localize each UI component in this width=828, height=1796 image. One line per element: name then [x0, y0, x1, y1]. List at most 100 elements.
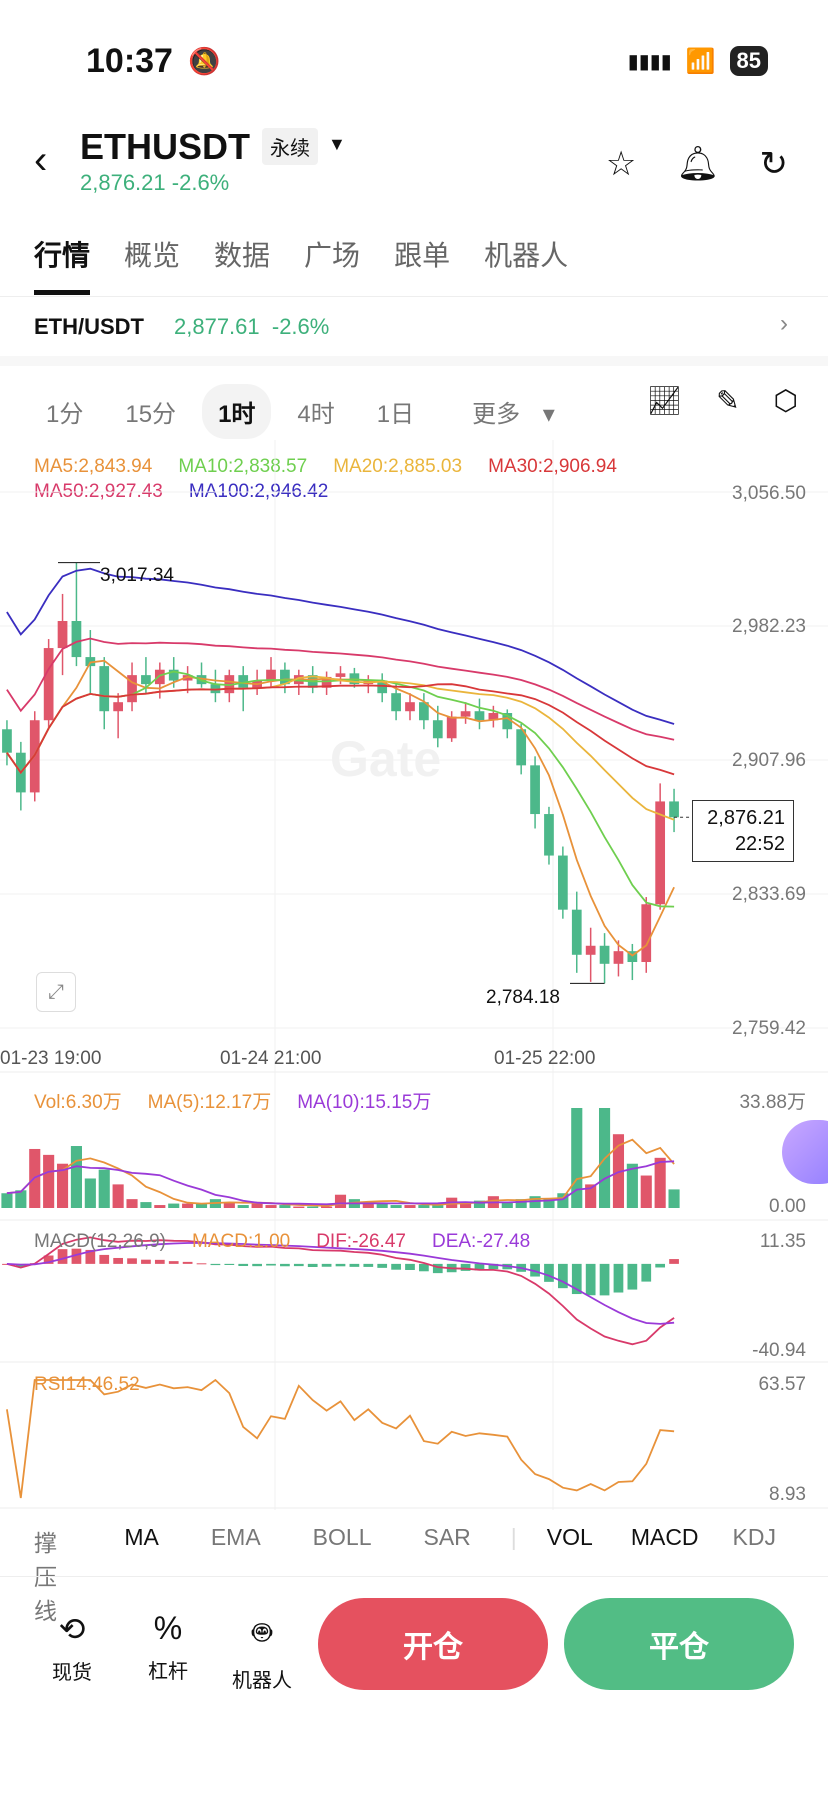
back-icon[interactable]: ‹: [34, 138, 48, 182]
price-change: -2.6%: [171, 170, 230, 195]
macd-histogram-bar: [405, 1263, 415, 1270]
volume-bar: [418, 1205, 430, 1208]
symbol-title[interactable]: ETHUSDT: [80, 126, 250, 167]
header-price: 2,876.21 -2.6%: [80, 170, 229, 196]
interval-1d[interactable]: 1日: [376, 401, 415, 428]
divider: [0, 1576, 828, 1577]
interval-15m[interactable]: 15分: [125, 401, 177, 428]
ind-kdj[interactable]: KDJ: [732, 1524, 776, 1550]
leverage-button[interactable]: % 杠杆: [128, 1610, 208, 1684]
ind-vol[interactable]: VOL: [546, 1524, 593, 1550]
candle-body: [57, 621, 68, 649]
tab-data[interactable]: 数据: [214, 240, 271, 271]
spot-button[interactable]: ⟲ 现货: [32, 1610, 112, 1685]
price-axis-label: 3,056.50: [732, 483, 806, 504]
interval-1m[interactable]: 1分: [46, 401, 84, 428]
volume-bar: [432, 1205, 444, 1208]
interval-1h[interactable]: 1时: [202, 384, 272, 439]
ma100-line: [6, 567, 675, 725]
wifi-icon: 📶: [685, 47, 716, 75]
macd-histogram-bar: [530, 1263, 540, 1277]
divider: [0, 296, 828, 297]
tab-overview[interactable]: 概览: [124, 240, 181, 271]
macd-legend: MACD(12,26,9) MACD:1.00 DIF:-26.47 DEA:-27.…: [34, 1231, 530, 1253]
candle-body: [571, 909, 582, 955]
macd-histogram-bar: [210, 1263, 221, 1266]
battery-icon: 85: [729, 46, 768, 76]
bell-icon[interactable]: 🔔︎: [676, 145, 720, 183]
volume-bar: [56, 1163, 69, 1208]
spot-pair[interactable]: ETH/USDT: [34, 314, 144, 339]
macd-histogram-bar: [154, 1259, 165, 1264]
candle-body: [2, 729, 12, 753]
candle-body: [391, 693, 401, 712]
macd-histogram-bar: [627, 1263, 638, 1290]
time-axis-label: 01-23 19:00: [0, 1048, 102, 1069]
macd-histogram-bar: [655, 1263, 666, 1268]
interval-more[interactable]: 更多 ▾: [440, 384, 571, 439]
tab-market[interactable]: 行情: [34, 234, 91, 295]
macd-histogram-bar: [391, 1263, 401, 1270]
ind-macd[interactable]: MACD: [630, 1524, 699, 1550]
legend-item: DEA:-27.48: [431, 1231, 531, 1252]
close-position-button[interactable]: 平仓: [564, 1598, 794, 1690]
current-price-box: 2,876.21 22:52: [692, 800, 794, 862]
macd-histogram-bar: [571, 1263, 582, 1295]
macd-histogram-bar: [238, 1263, 249, 1267]
rsi-axis-max: 63.57: [758, 1374, 806, 1395]
open-position-button[interactable]: 开仓: [318, 1598, 548, 1690]
legend-item: DIF:-26.47: [316, 1231, 406, 1252]
candle-body: [432, 720, 443, 739]
candle-body: [558, 855, 568, 910]
ind-ema[interactable]: EMA: [210, 1524, 261, 1550]
rsi-legend: RSI14:46.52: [34, 1374, 140, 1395]
more-label: 更多: [472, 401, 521, 428]
macd-histogram-bar: [377, 1263, 388, 1268]
settings-hex-icon[interactable]: ⬡: [773, 385, 798, 416]
bot-button[interactable]: 🤖︎ 机器人: [222, 1610, 302, 1693]
draw-pen-icon[interactable]: ✎: [716, 385, 740, 416]
candle-body: [502, 713, 513, 730]
legend-item: MA5:2,843.94: [34, 456, 153, 477]
ind-ma[interactable]: MA: [124, 1524, 159, 1550]
volume-bar: [473, 1200, 486, 1208]
ind-boll[interactable]: BOLL: [312, 1524, 372, 1550]
kline-chart[interactable]: [0, 440, 828, 1510]
time-axis-label: 01-25 22:00: [494, 1048, 596, 1069]
rsi-axis-min: 8.93: [769, 1484, 806, 1505]
volume-bar: [307, 1206, 319, 1208]
volume-bar: [154, 1205, 166, 1208]
interval-4h[interactable]: 4时: [297, 401, 335, 428]
ind-sar[interactable]: SAR: [423, 1524, 471, 1550]
macd-histogram-bar: [168, 1261, 179, 1264]
spot-label: 现货: [52, 1662, 92, 1684]
share-icon[interactable]: ↻: [759, 145, 789, 183]
macd-histogram-bar: [488, 1263, 499, 1270]
candle-body: [168, 669, 179, 681]
macd-histogram-bar: [349, 1263, 360, 1267]
expand-icon[interactable]: ⤢: [36, 972, 76, 1012]
tab-copy[interactable]: 跟单: [394, 240, 451, 271]
assistant-bubble[interactable]: [782, 1120, 828, 1184]
status-time: 10:37: [86, 42, 173, 80]
macd-histogram-bar: [99, 1254, 110, 1264]
macd-histogram-bar: [71, 1248, 82, 1264]
ind-support[interactable]: 撑压线: [34, 1530, 57, 1624]
volume-bar: [126, 1199, 138, 1208]
macd-histogram-bar: [419, 1263, 429, 1272]
volume-bar: [223, 1202, 235, 1208]
legend-item: MACD:1.00: [192, 1231, 291, 1252]
star-icon[interactable]: ☆: [605, 145, 637, 183]
chevron-right-icon[interactable]: ›: [780, 310, 788, 337]
contract-type-badge[interactable]: 永续: [262, 128, 318, 165]
indicator-icon[interactable]: 📈︎: [646, 385, 683, 416]
legend-item: MA(5):12.17万: [147, 1092, 272, 1113]
tab-bot[interactable]: 机器人: [484, 240, 569, 271]
candle-body: [238, 675, 249, 688]
tab-square[interactable]: 广场: [304, 240, 361, 271]
volume-bar: [460, 1203, 472, 1208]
candle-body: [669, 801, 679, 818]
caret-down-icon[interactable]: ▼: [328, 134, 346, 154]
volume-bar: [543, 1199, 555, 1208]
candle-body: [460, 711, 471, 717]
